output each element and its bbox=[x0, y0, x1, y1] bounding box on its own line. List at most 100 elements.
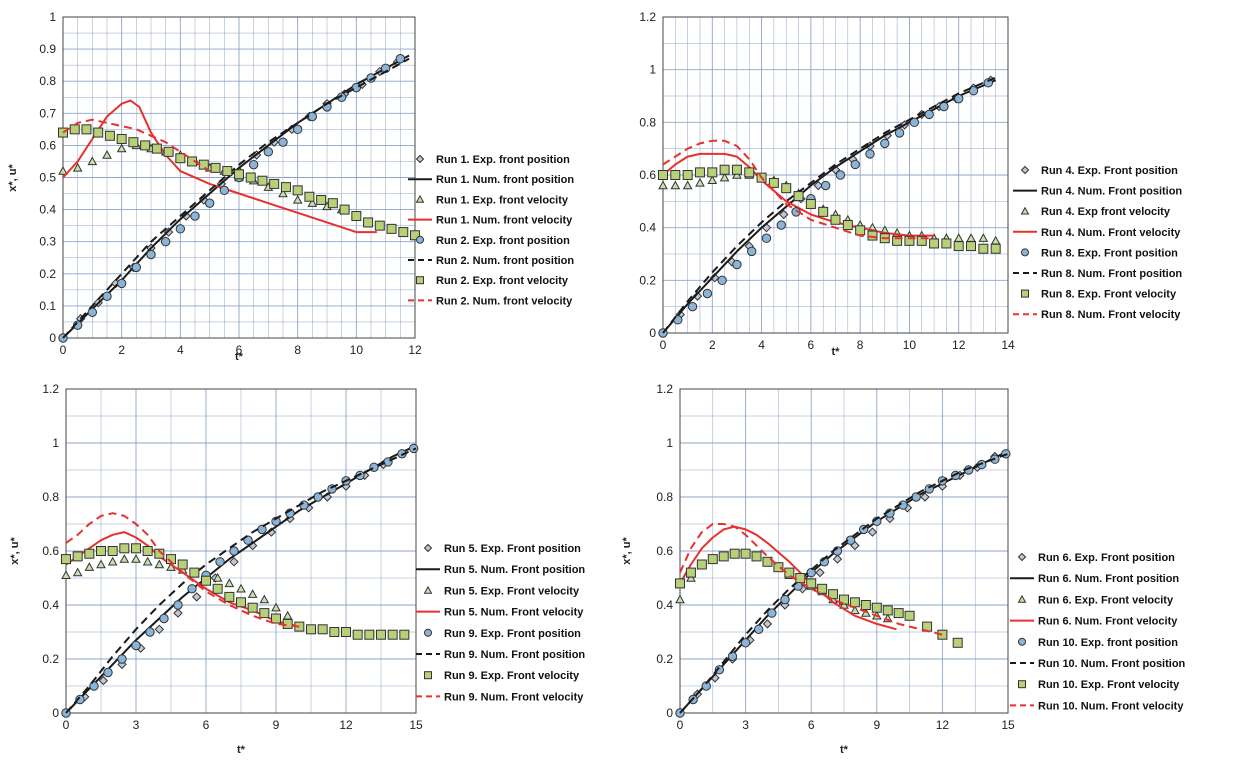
data-point bbox=[131, 262, 142, 273]
data-point bbox=[292, 124, 303, 135]
data-point bbox=[978, 243, 989, 254]
data-point bbox=[263, 147, 274, 157]
data-point bbox=[243, 535, 253, 545]
data-point bbox=[795, 573, 806, 583]
data-point bbox=[317, 624, 328, 635]
data-point bbox=[87, 307, 98, 318]
series-5 bbox=[62, 57, 410, 339]
data-point bbox=[116, 143, 127, 153]
series-line bbox=[62, 118, 211, 172]
data-point bbox=[386, 223, 397, 234]
y-tick-label: 0.4 bbox=[656, 598, 673, 612]
series-2 bbox=[658, 169, 1001, 245]
y-tick-label: 0.2 bbox=[656, 652, 673, 666]
data-point bbox=[93, 127, 104, 138]
data-point bbox=[142, 546, 153, 556]
data-point bbox=[867, 230, 878, 241]
data-point bbox=[173, 608, 183, 618]
data-point bbox=[187, 584, 197, 594]
x-tick-label: 12 bbox=[408, 343, 422, 357]
data-point bbox=[236, 597, 246, 608]
data-point bbox=[710, 272, 720, 283]
y-tick-label: 1 bbox=[49, 10, 56, 24]
series-line bbox=[65, 512, 300, 628]
legend-label: Run 6. Exp. Front velocity bbox=[1038, 594, 1174, 606]
x-tick-label: 6 bbox=[203, 718, 210, 732]
data-point bbox=[410, 230, 420, 241]
data-point bbox=[175, 153, 186, 164]
y-tick-label: 0 bbox=[649, 326, 656, 340]
y-tick-label: 0.9 bbox=[39, 42, 56, 56]
data-point bbox=[103, 667, 113, 678]
data-point bbox=[832, 554, 843, 564]
data-point bbox=[694, 167, 705, 178]
y-tick-label: 1.2 bbox=[656, 382, 673, 396]
data-point bbox=[190, 211, 200, 221]
data-point bbox=[278, 188, 288, 198]
data-point bbox=[767, 608, 777, 618]
y-tick-label: 0.2 bbox=[39, 267, 56, 281]
data-point bbox=[304, 191, 315, 202]
data-point bbox=[850, 605, 860, 615]
y-tick-label: 0.6 bbox=[639, 168, 656, 182]
data-point bbox=[780, 594, 790, 605]
legend-label: Run 1. Num. front position bbox=[436, 174, 574, 186]
data-point bbox=[102, 150, 112, 159]
data-point bbox=[131, 543, 141, 554]
legend-label: Run 1. Exp. front velocity bbox=[436, 194, 569, 206]
data-point bbox=[395, 54, 406, 64]
legend-swatch bbox=[415, 154, 425, 164]
x-tick-label: 12 bbox=[936, 718, 950, 732]
series-0 bbox=[658, 75, 996, 338]
series-3 bbox=[65, 531, 300, 628]
series-6 bbox=[61, 543, 410, 640]
y-tick-label: 0.6 bbox=[656, 544, 673, 558]
y-tick-label: 0.8 bbox=[42, 490, 59, 504]
series-line bbox=[662, 139, 935, 240]
data-point bbox=[145, 627, 155, 637]
data-point bbox=[817, 583, 828, 594]
data-point bbox=[695, 177, 705, 187]
data-point bbox=[159, 613, 169, 624]
data-point bbox=[191, 592, 202, 602]
data-point bbox=[181, 211, 191, 221]
data-point bbox=[173, 600, 183, 610]
data-point bbox=[719, 164, 730, 175]
x-tick-label: 10 bbox=[350, 343, 364, 357]
data-point bbox=[781, 183, 792, 194]
data-point bbox=[229, 546, 239, 556]
y-tick-label: 0.2 bbox=[639, 273, 656, 287]
data-point bbox=[160, 237, 171, 247]
legend-swatch bbox=[423, 585, 433, 594]
data-point bbox=[163, 146, 174, 157]
series-line bbox=[662, 152, 935, 237]
data-point bbox=[740, 548, 751, 559]
data-point bbox=[920, 492, 930, 502]
x-tick-label: 6 bbox=[808, 338, 815, 352]
data-point bbox=[865, 149, 875, 159]
data-point bbox=[107, 546, 118, 556]
legend-swatch bbox=[1021, 289, 1029, 298]
legend-swatch bbox=[1018, 680, 1026, 689]
x-tick-label: 3 bbox=[133, 718, 140, 732]
data-point bbox=[670, 180, 681, 190]
data-point bbox=[779, 209, 789, 220]
x-tick-label: 4 bbox=[177, 343, 184, 357]
legend-label: Run 5. Exp. Front velocity bbox=[444, 585, 580, 597]
series-1 bbox=[662, 79, 997, 334]
legend-label: Run 9. Exp. Front velocity bbox=[444, 670, 580, 682]
series-line bbox=[65, 447, 417, 714]
data-point bbox=[839, 594, 849, 605]
legend-label: Run 9. Num. Front velocity bbox=[444, 691, 584, 703]
data-point bbox=[682, 180, 693, 190]
legend: Run 4. Exp. Front position Run 4. Num. Fr… bbox=[1013, 165, 1182, 321]
data-point bbox=[84, 562, 95, 571]
y-tick-label: 0.4 bbox=[39, 203, 56, 217]
data-point bbox=[363, 217, 374, 228]
legend: Run 6. Exp. Front position Run 6. Num. Fr… bbox=[1010, 552, 1186, 712]
legend-swatch bbox=[416, 235, 424, 244]
data-point bbox=[924, 109, 934, 120]
data-point bbox=[740, 638, 751, 648]
data-point bbox=[880, 138, 890, 149]
y-tick-label: 0 bbox=[52, 706, 59, 720]
